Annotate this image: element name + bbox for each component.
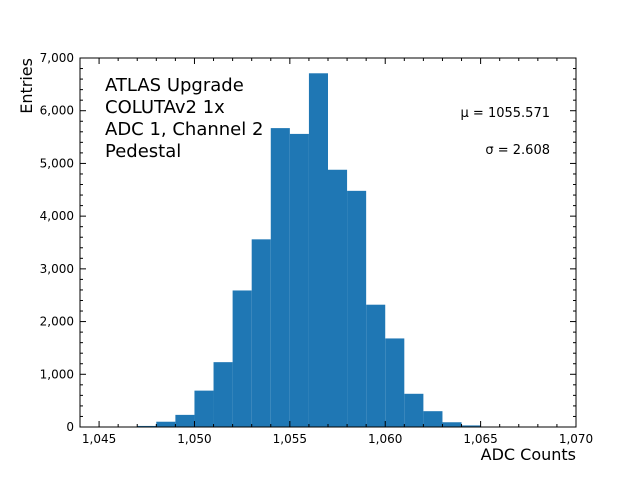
histogram-bar [232, 290, 252, 427]
histogram-bar [385, 338, 405, 427]
y-tick-label: 7,000 [40, 51, 74, 65]
x-tick-label: 1,050 [177, 432, 211, 446]
x-axis-label: ADC Counts [481, 445, 576, 464]
y-tick-label: 6,000 [40, 104, 74, 118]
histogram-bar [175, 414, 195, 427]
histogram-bars [137, 73, 481, 428]
histogram-bar [442, 422, 462, 427]
histogram-bar [308, 73, 328, 427]
y-tick-label: 5,000 [40, 156, 74, 170]
histogram-bar [328, 169, 348, 428]
y-tick-label: 1,000 [40, 367, 74, 381]
annotation-atlas-upgrade: ATLAS Upgrade [105, 75, 244, 96]
annotation-board: COLUTAv2 1x [105, 97, 225, 118]
histogram-bar [289, 133, 309, 427]
y-tick-label: 2,000 [40, 315, 74, 329]
histogram-bar [251, 239, 271, 427]
y-tick-label: 4,000 [40, 209, 74, 223]
histogram-bar [270, 128, 290, 428]
y-tick-label: 0 [66, 420, 74, 434]
histogram-bar [194, 390, 214, 427]
x-tick-label: 1,070 [559, 432, 593, 446]
histogram-bar [137, 425, 157, 427]
histogram-bar [461, 425, 481, 427]
histogram-bar [213, 362, 233, 427]
histogram-bar [404, 393, 424, 427]
x-tick-label: 1,045 [82, 432, 116, 446]
y-axis-label: Entries [17, 58, 36, 114]
x-tick-label: 1,055 [273, 432, 307, 446]
x-tick-label: 1,060 [368, 432, 402, 446]
x-tick-label: 1,065 [463, 432, 497, 446]
sigma-label: σ = 2.608 [485, 143, 550, 158]
y-tick-label: 3,000 [40, 262, 74, 276]
histogram-bar [366, 304, 386, 427]
annotation-adc-channel: ADC 1, Channel 2 [105, 119, 263, 140]
plot-frame [79, 57, 577, 428]
histogram-bar [423, 411, 443, 427]
annotation-pedestal: Pedestal [105, 141, 181, 162]
histogram-bar [156, 421, 176, 427]
mean-label: μ = 1055.571 [461, 106, 550, 121]
histogram-bar [347, 190, 367, 427]
